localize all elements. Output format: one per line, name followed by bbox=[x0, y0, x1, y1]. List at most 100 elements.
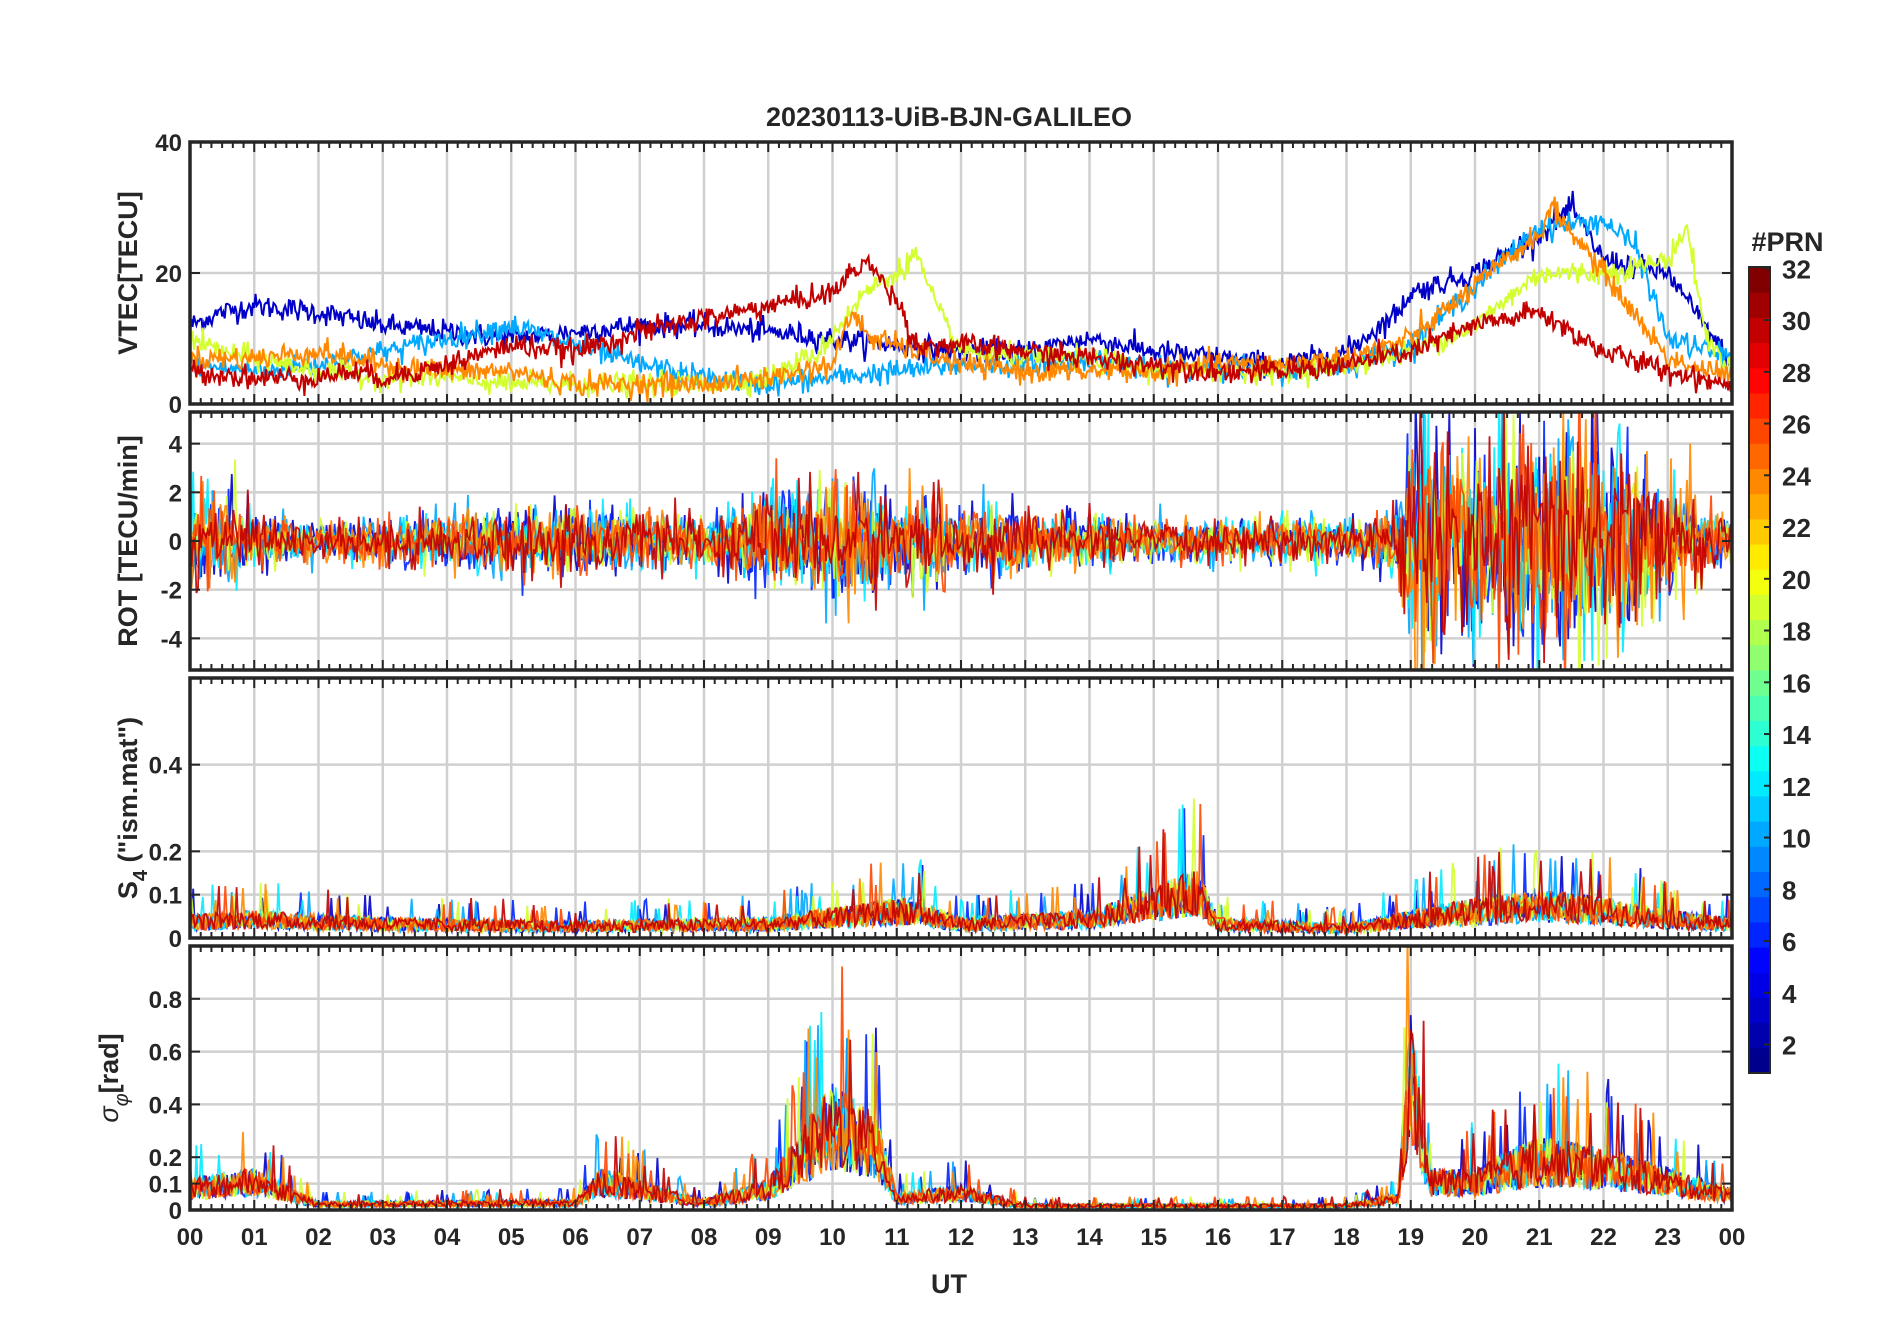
colorbar-band bbox=[1749, 896, 1770, 923]
colorbar-tick-label: 26 bbox=[1782, 410, 1811, 440]
panel-s4: 00.10.20.4S4 ("ism.mat") bbox=[113, 676, 1734, 953]
x-tick-label: 07 bbox=[626, 1224, 653, 1251]
colorbar-label: #PRN bbox=[1751, 227, 1823, 257]
x-axis-label: UT bbox=[931, 1269, 967, 1299]
colorbar-tick-label: 12 bbox=[1782, 772, 1811, 802]
colorbar-tick-label: 28 bbox=[1782, 358, 1811, 388]
x-tick-label: 03 bbox=[369, 1224, 396, 1251]
colorbar-band bbox=[1749, 594, 1770, 621]
y-tick-label: 0.6 bbox=[149, 1040, 182, 1067]
series-prn-30 bbox=[190, 412, 1732, 664]
x-tick-label: 10 bbox=[819, 1224, 846, 1251]
x-tick-label: 11 bbox=[884, 1224, 909, 1251]
x-tick-label: 20 bbox=[1462, 1224, 1489, 1251]
colorbar-tick-label: 14 bbox=[1782, 720, 1811, 750]
y-tick-label: 0 bbox=[169, 392, 182, 419]
colorbar-tick-label: 8 bbox=[1782, 875, 1796, 905]
colorbar-band bbox=[1749, 544, 1770, 570]
y-tick-label: -4 bbox=[161, 626, 183, 653]
y-tick-label: 0.4 bbox=[149, 1092, 183, 1119]
x-tick-label: 06 bbox=[562, 1224, 589, 1251]
colorbar-band bbox=[1749, 921, 1770, 948]
colorbar-band bbox=[1749, 972, 1770, 998]
y-tick-label: 0.8 bbox=[149, 987, 182, 1014]
colorbar-band bbox=[1749, 418, 1770, 444]
y-axis-label: σφ[rad] bbox=[94, 1033, 133, 1122]
colorbar-band bbox=[1749, 846, 1770, 872]
panel-sigma_phi: 00.10.20.40.60.8σφ[rad]00 01 02 03 04 05 06 07 0… bbox=[94, 944, 1746, 1251]
y-axis-label-subscript: φ bbox=[111, 1093, 133, 1106]
x-tick-label: 01 bbox=[241, 1224, 268, 1251]
y-tick-labels: 00.10.2 0.4 0.6 0.8 bbox=[149, 987, 1732, 1225]
panel-rot: -4 -2 0 2 4 ROT [TECU/min] bbox=[113, 410, 1734, 672]
colorbar-band bbox=[1749, 695, 1770, 721]
x-tick-label: 12 bbox=[948, 1224, 975, 1251]
colorbar-tick-label: 20 bbox=[1782, 565, 1811, 595]
colorbar-tick-label: 30 bbox=[1782, 306, 1811, 336]
colorbar-tick-label: 24 bbox=[1782, 461, 1811, 491]
y-tick-label: 0.2 bbox=[149, 839, 182, 866]
x-tick-label: 05 bbox=[498, 1224, 525, 1251]
y-axis-label: S4 ("ism.mat") bbox=[113, 717, 152, 899]
colorbar-band bbox=[1749, 392, 1770, 419]
x-tick-label: 00 bbox=[1719, 1224, 1746, 1251]
y-axis-label-main: σ bbox=[94, 1105, 124, 1123]
panel-vtec: 0 20 40 VTEC[TECU] bbox=[113, 130, 1734, 419]
colorbar-frame bbox=[1748, 266, 1771, 1074]
y-tick-labels: 0 20 40 bbox=[155, 130, 1732, 419]
colorbar-tick-label: 2 bbox=[1782, 1031, 1796, 1061]
colorbar-tick-label: 32 bbox=[1782, 254, 1811, 284]
x-tick-label: 16 bbox=[1205, 1224, 1232, 1251]
colorbar-band bbox=[1749, 795, 1770, 822]
y-tick-label: 0 bbox=[169, 1198, 182, 1225]
colorbar-tick-label: 6 bbox=[1782, 927, 1796, 957]
x-tick-label: 19 bbox=[1397, 1224, 1424, 1251]
series-group bbox=[190, 412, 1732, 670]
y-axis-label: VTEC[TECU] bbox=[113, 191, 143, 355]
colorbar-band bbox=[1749, 443, 1770, 469]
x-tick-label: 09 bbox=[755, 1224, 782, 1251]
colorbar-band bbox=[1749, 518, 1770, 545]
y-tick-label: 0.1 bbox=[149, 883, 182, 910]
colorbar-band bbox=[1749, 947, 1770, 973]
x-ticks bbox=[189, 412, 1733, 670]
colorbar-band bbox=[1749, 745, 1770, 772]
x-tick-label: 18 bbox=[1333, 1224, 1360, 1251]
x-tick-label: 13 bbox=[1012, 1224, 1039, 1251]
y-tick-label: 0.4 bbox=[149, 753, 183, 780]
y-tick-label: 0.2 bbox=[149, 1145, 182, 1172]
colorbar-band bbox=[1749, 670, 1770, 696]
x-tick-label: 21 bbox=[1526, 1224, 1553, 1251]
y-tick-label: 20 bbox=[155, 261, 182, 288]
colorbar-band bbox=[1749, 1022, 1770, 1049]
series-prn-26 bbox=[190, 412, 1732, 670]
x-tick-labels: 00 01 02 03 04 05 06 07 08 09 10 11 12 13 14 15 16 17 18 19… bbox=[177, 1224, 1746, 1251]
y-axis-label: ROT [TECU/min] bbox=[113, 435, 143, 646]
series-prn-24 bbox=[190, 196, 1732, 403]
colorbar-band bbox=[1749, 493, 1770, 520]
x-tick-label: 17 bbox=[1269, 1224, 1296, 1251]
y-tick-label: 0.1 bbox=[149, 1172, 182, 1199]
x-ticks bbox=[189, 946, 1733, 1210]
series-prn-30 bbox=[190, 253, 1732, 396]
y-axis-label-unit: ("ism.mat") bbox=[113, 717, 143, 870]
x-tick-label: 02 bbox=[305, 1224, 332, 1251]
colorbar-band bbox=[1749, 770, 1770, 797]
x-tick-label: 08 bbox=[691, 1224, 718, 1251]
colorbar-band bbox=[1749, 871, 1770, 898]
y-tick-labels: 0 0.1 0.2 0.4 bbox=[149, 753, 1732, 953]
colorbar-tick-label: 4 bbox=[1782, 979, 1797, 1009]
y-tick-label: 4 bbox=[169, 432, 183, 459]
colorbar-tick-label: 16 bbox=[1782, 668, 1811, 698]
x-tick-label: 00 bbox=[177, 1224, 204, 1251]
colorbar-tick-label: 22 bbox=[1782, 513, 1811, 543]
y-axis-label-main: S bbox=[113, 881, 143, 899]
colorbar-band bbox=[1749, 720, 1770, 747]
colorbar-band bbox=[1749, 292, 1770, 318]
y-axis-label-subscript: 4 bbox=[130, 869, 152, 881]
y-axis-label-unit: [rad] bbox=[94, 1033, 124, 1093]
y-tick-label: 0 bbox=[169, 529, 182, 556]
